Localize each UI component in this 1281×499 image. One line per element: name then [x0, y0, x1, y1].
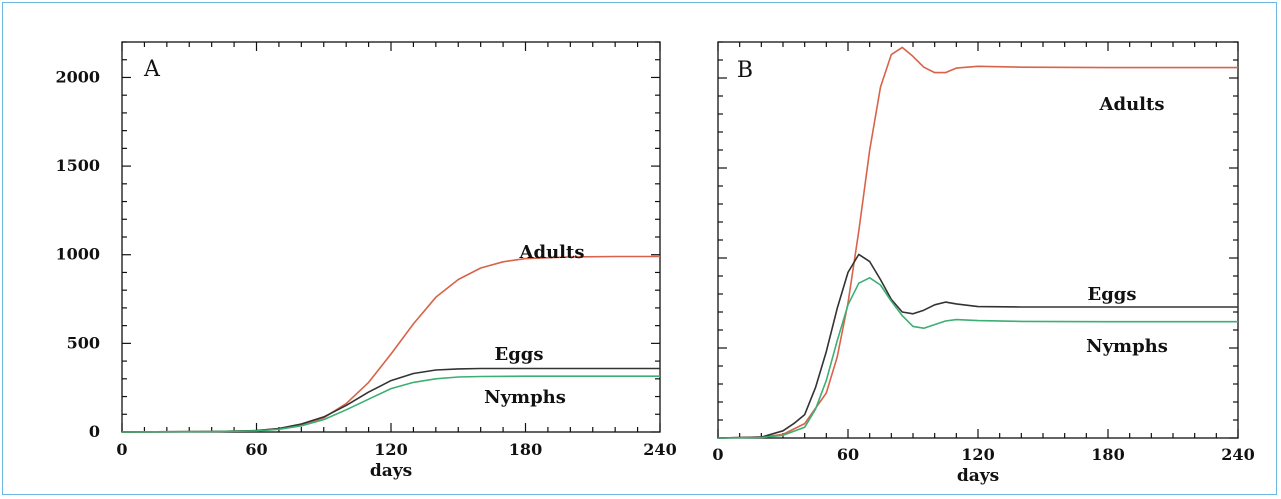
series-label-nymphs: Nymphs	[1086, 336, 1168, 357]
series-label-adults: Adults	[519, 242, 585, 263]
x-tick-label: 0	[116, 440, 127, 459]
x-tick-label: 120	[374, 440, 407, 459]
y-tick-label: 0	[89, 422, 100, 441]
plot-area-border	[121, 41, 661, 433]
x-tick-label: 0	[712, 445, 723, 464]
series-label-eggs: Eggs	[494, 344, 543, 365]
panel-label: B	[737, 58, 753, 83]
series-line-nymphs	[717, 276, 1238, 439]
series-label-adults: Adults	[1099, 94, 1165, 115]
x-tick-label: 60	[245, 440, 267, 459]
x-tick-label: 120	[961, 445, 994, 464]
series-line-eggs	[121, 367, 660, 433]
series-line-adults	[121, 255, 660, 433]
panel-label: A	[143, 57, 161, 82]
x-axis-label: days	[957, 466, 999, 486]
x-tick-label: 240	[643, 440, 676, 459]
series-line-adults	[717, 46, 1238, 439]
series-label-nymphs: Nymphs	[484, 387, 566, 408]
y-tick-label: 2000	[55, 67, 100, 86]
x-tick-label: 180	[1091, 445, 1124, 464]
series-label-eggs: Eggs	[1087, 284, 1136, 305]
x-tick-label: 240	[1221, 445, 1254, 464]
panel-b: 0 60 120 180 240 days B Adults Eggs Nymphs	[712, 41, 1255, 486]
y-tick-label: 1500	[55, 156, 100, 175]
x-tick-label: 180	[509, 440, 542, 459]
series-line-eggs	[717, 253, 1238, 439]
x-tick-label: 60	[837, 445, 859, 464]
y-tick-label: 1000	[55, 245, 100, 264]
series-line-nymphs	[121, 375, 660, 433]
panel-a: 0 60 120 180 240 0 500 1000 1500 2000 days A Adults E…	[55, 41, 677, 481]
y-tick-label: 500	[67, 333, 100, 352]
x-axis-label: days	[370, 461, 412, 481]
